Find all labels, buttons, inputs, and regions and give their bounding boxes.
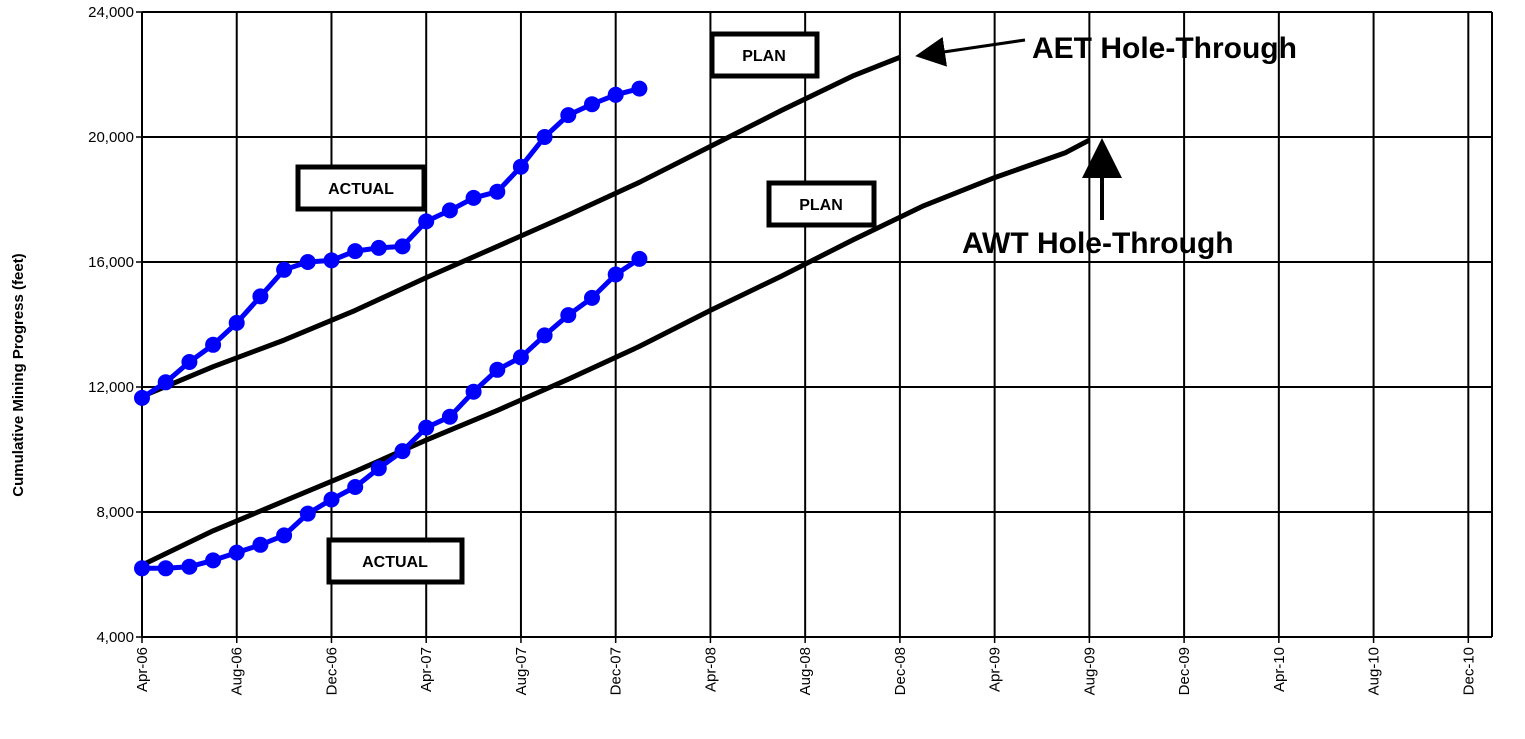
awt-actual-point — [465, 383, 482, 400]
plan-label-aet: PLAN — [709, 31, 820, 79]
awt-actual-point — [512, 349, 529, 366]
aet-actual-point — [276, 261, 293, 278]
awt-hole-through-label: AWT Hole-Through — [962, 227, 1234, 260]
aet-actual-point — [323, 252, 340, 269]
x-tick-label: Dec-06 — [323, 647, 340, 695]
aet-actual-point — [584, 96, 600, 113]
x-tick-label: Dec-08 — [892, 647, 909, 695]
grid — [141, 11, 1493, 638]
y-tick-label: 4,000 — [96, 629, 134, 646]
y-tick-label: 20,000 — [88, 129, 134, 146]
x-tick-label: Aug-06 — [229, 647, 246, 695]
aet-actual-point — [205, 336, 222, 353]
aet-actual-point — [441, 202, 458, 219]
awt-hole-through-callout: AWT Hole-Through — [962, 138, 1234, 260]
plan-label-aet-text: PLAN — [742, 48, 786, 65]
aet-actual-point — [536, 129, 553, 145]
aet-actual-point — [181, 354, 198, 370]
aet-actual-point — [607, 86, 624, 103]
awt-actual-point — [607, 266, 624, 283]
awt-plan-line — [140, 137, 1091, 568]
awt-actual-point — [157, 560, 174, 577]
awt-actual-point — [228, 544, 245, 561]
y-tick-label: 16,000 — [88, 254, 134, 271]
awt-actual-point — [276, 527, 293, 544]
aet-actual-point — [134, 389, 150, 406]
aet-hole-through-arrow — [915, 36, 1026, 67]
actual-label-awt-text: ACTUAL — [362, 554, 428, 571]
aet-actual-point — [512, 158, 529, 175]
x-tick-label: Aug-07 — [513, 647, 530, 695]
awt-actual-point — [299, 505, 316, 522]
aet-actual-point — [489, 183, 506, 200]
aet-hole-through-label: AET Hole-Through — [1032, 32, 1297, 65]
awt-actual-point — [441, 408, 458, 425]
actual-label-awt: ACTUAL — [326, 537, 465, 585]
awt-actual-point — [252, 536, 269, 553]
x-tick-label: Apr-08 — [702, 647, 719, 692]
series-awt-plan — [140, 137, 1091, 568]
awt-actual-line — [142, 256, 641, 571]
awt-actual-point — [560, 307, 577, 324]
awt-actual-point — [181, 558, 198, 575]
x-tick-label: Apr-09 — [987, 647, 1004, 692]
awt-actual-point — [205, 552, 222, 569]
x-tick-label: Dec-09 — [1176, 647, 1193, 695]
series-aet-actual — [134, 80, 648, 406]
y-tick-label: 12,000 — [88, 379, 134, 396]
x-tick-label: Dec-10 — [1460, 647, 1477, 695]
actual-label-aet-text: ACTUAL — [328, 181, 394, 198]
awt-actual-point — [370, 460, 387, 477]
axes: 4,000 8,000 12,000 16,000 20,000 24,000 Apr-06… — [88, 4, 1492, 695]
awt-actual-point — [134, 560, 150, 577]
aet-actual-point — [631, 80, 648, 97]
aet-actual-point — [157, 374, 174, 391]
aet-actual-point — [418, 213, 435, 230]
aet-actual-line — [140, 86, 641, 400]
aet-actual-point — [252, 288, 269, 305]
x-tick-label: Aug-10 — [1366, 647, 1383, 695]
aet-actual-point — [370, 239, 387, 256]
awt-actual-point — [631, 250, 648, 267]
y-tick-label: 8,000 — [96, 504, 134, 521]
x-tick-label: Apr-07 — [418, 647, 435, 692]
aet-hole-through-callout: AET Hole-Through — [915, 32, 1297, 67]
x-tick-label: Aug-08 — [797, 647, 814, 695]
x-tick-label: Apr-10 — [1271, 647, 1288, 692]
plan-label-awt: PLAN — [766, 180, 877, 228]
aet-plan-line — [141, 54, 901, 399]
awt-actual-point — [536, 327, 553, 344]
awt-actual-point — [584, 289, 600, 306]
y-tick-label: 24,000 — [88, 4, 134, 21]
aet-actual-point — [347, 243, 364, 260]
awt-actual-point — [347, 479, 364, 495]
series — [134, 54, 1091, 577]
awt-actual-point — [418, 419, 435, 436]
x-tick-label: Aug-09 — [1081, 647, 1098, 695]
awt-actual-point — [323, 491, 340, 508]
series-awt-actual — [134, 250, 648, 577]
awt-actual-point — [489, 361, 506, 378]
actual-label-aet: ACTUAL — [295, 164, 427, 212]
aet-actual-point — [228, 314, 245, 331]
y-axis-label: Cumulative Mining Progress (feet) — [10, 253, 27, 496]
x-tick-label: Dec-07 — [608, 647, 625, 695]
plan-label-awt-text: PLAN — [799, 197, 843, 214]
aet-actual-point — [299, 254, 316, 270]
awt-actual-point — [394, 443, 411, 460]
aet-actual-point — [560, 107, 577, 124]
aet-actual-point — [394, 238, 411, 255]
x-tick-label: Apr-06 — [134, 647, 151, 692]
series-aet-plan — [141, 54, 901, 399]
aet-actual-point — [465, 189, 482, 206]
